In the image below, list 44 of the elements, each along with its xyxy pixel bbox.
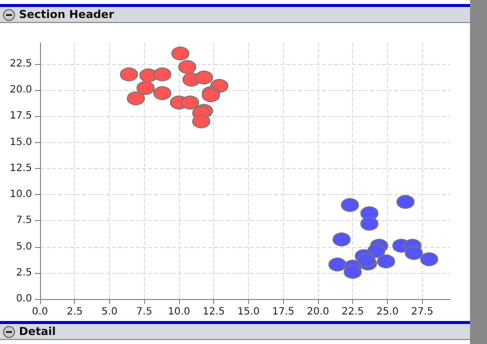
- point: [340, 198, 359, 212]
- point: [360, 216, 378, 231]
- point: [358, 253, 376, 268]
- x-tick-label: 0.0: [32, 306, 48, 318]
- point: [396, 194, 415, 209]
- x-tick-label: 17.5: [272, 306, 294, 318]
- y-tick-label: 10.0: [10, 189, 32, 200]
- point: [181, 96, 200, 110]
- x-tick-label: 12.5: [202, 306, 225, 318]
- point: [136, 80, 155, 95]
- y-tick-label: 0.0: [16, 294, 32, 304]
- point: [195, 70, 213, 84]
- x-tick-label: 5.0: [102, 306, 118, 318]
- x-tick-label: 10.0: [168, 306, 190, 318]
- y-tick-label: 5.0: [16, 241, 32, 252]
- point: [332, 232, 351, 246]
- point: [153, 86, 172, 100]
- x-tick-label: 22.5: [342, 306, 364, 318]
- y-tick-label: 2.5: [16, 267, 32, 278]
- point: [420, 252, 438, 266]
- y-tick-label: 17.5: [10, 110, 32, 122]
- y-tick-label: 22.5: [10, 58, 32, 70]
- point: [328, 258, 346, 272]
- x-tick-label: 27.5: [411, 306, 434, 318]
- x-tick-label: 20.0: [306, 306, 330, 318]
- y-tick-label: 20.0: [10, 84, 32, 96]
- point: [178, 60, 196, 74]
- point: [120, 67, 138, 82]
- point: [171, 46, 190, 60]
- x-tick-label: 2.5: [66, 306, 83, 318]
- y-tick-label: 7.5: [16, 215, 32, 226]
- x-tick-label: 7.5: [136, 306, 152, 318]
- point: [344, 264, 362, 279]
- x-tick-label: 15.0: [237, 306, 260, 318]
- point: [153, 67, 172, 82]
- x-tick-label: 25.0: [376, 306, 399, 318]
- text: Section Header: [19, 8, 114, 21]
- point: [404, 246, 423, 260]
- text: Detail: [19, 325, 56, 338]
- y-tick-label: 12.5: [10, 162, 32, 174]
- point: [377, 254, 396, 268]
- y-tick-label: 15.0: [10, 136, 32, 148]
- point: [192, 114, 210, 128]
- point: [126, 91, 145, 106]
